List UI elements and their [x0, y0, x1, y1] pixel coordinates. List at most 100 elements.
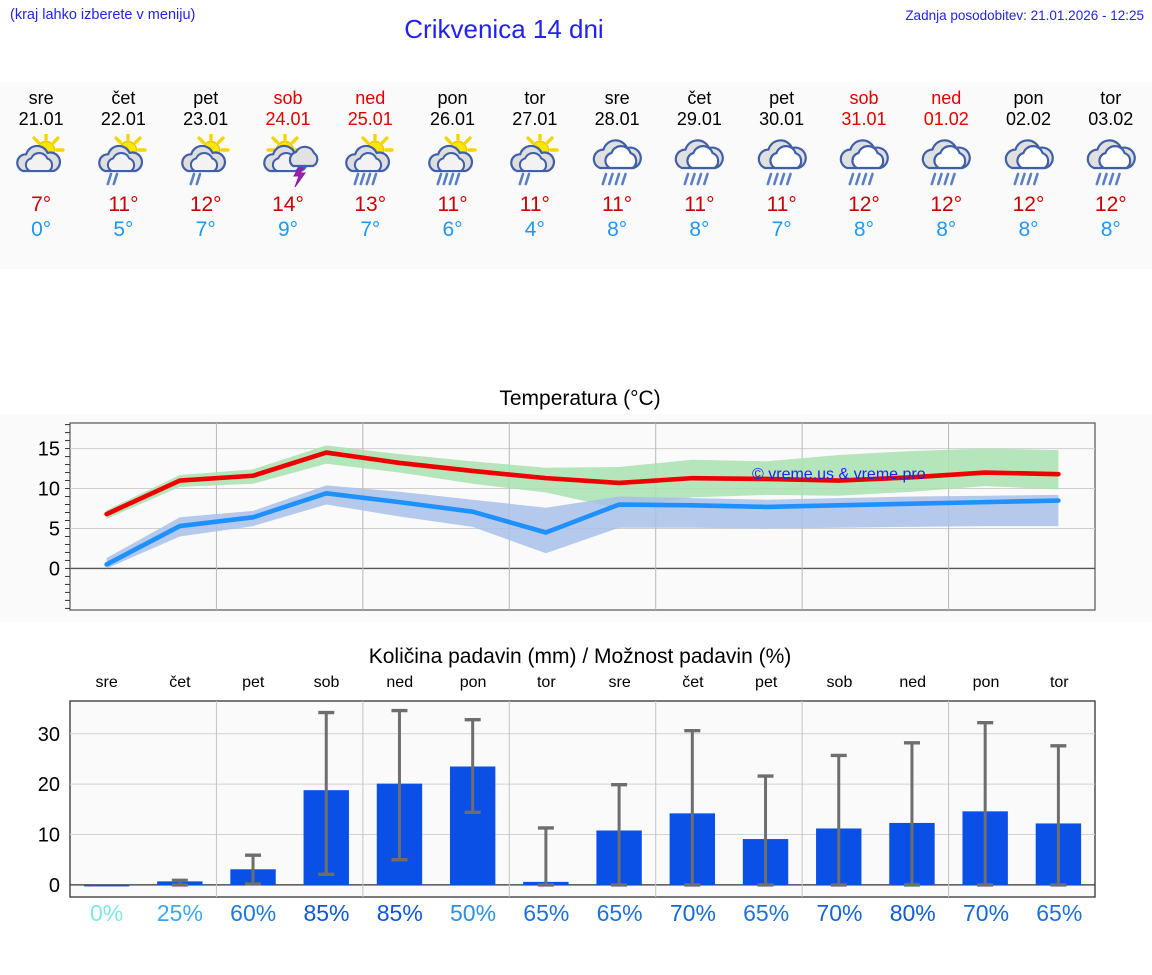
- day-min-temperature: 8°: [853, 218, 874, 241]
- day-column-03.02[interactable]: tor 03.02 12° 8°: [1070, 82, 1152, 269]
- day-name: sob: [849, 88, 879, 108]
- day-max-temperature: 13°: [354, 193, 387, 216]
- precipitation-day-label: tor: [1049, 674, 1069, 691]
- precipitation-probability-value: 25%: [156, 900, 203, 926]
- cloud-rain-icon: [839, 139, 889, 186]
- precipitation-day-label: sre: [95, 674, 118, 691]
- precipitation-day-label: pet: [755, 674, 778, 691]
- temperature-title-background: [0, 381, 1152, 414]
- precipitation-chart-title: Količina padavin (mm) / Možnost padavin …: [368, 645, 792, 668]
- day-min-temperature: 7°: [771, 218, 792, 241]
- day-name: čet: [687, 88, 712, 108]
- day-column-02.02[interactable]: pon 02.02 12° 8°: [987, 82, 1069, 269]
- day-name: tor: [524, 88, 546, 108]
- day-column-22.01[interactable]: čet 22.01 11° 5°: [82, 82, 164, 269]
- day-column-27.01[interactable]: tor 27.01 11° 4°: [494, 82, 576, 269]
- day-min-temperature: 9°: [277, 218, 299, 241]
- day-date: 26.01: [430, 109, 476, 129]
- day-column-21.01[interactable]: sre 21.01 7° 0°: [0, 82, 82, 269]
- weather-icon-wrapper: [82, 134, 164, 190]
- precipitation-bar[interactable]: [83, 884, 130, 887]
- precipitation-probability-value: 0%: [90, 900, 124, 926]
- precipitation-probability-value: 65%: [523, 900, 570, 926]
- day-date: 25.01: [347, 109, 393, 129]
- day-min-temperature: 5°: [113, 218, 134, 241]
- day-max-temperature: 11°: [602, 193, 633, 216]
- precipitation-y-tick-label: 30: [38, 724, 60, 746]
- precipitation-probability-value: 65%: [596, 900, 643, 926]
- day-column-29.01[interactable]: čet 29.01 11° 8°: [658, 82, 740, 269]
- day-max-temperature: 14°: [272, 193, 304, 216]
- sun-cloud-rain-heavy-icon: [345, 134, 394, 186]
- day-date: 01.02: [923, 109, 969, 129]
- day-min-temperature: 4°: [524, 218, 545, 241]
- day-min-temperature: 8°: [936, 218, 957, 241]
- day-name: sre: [28, 88, 54, 108]
- day-max-temperature: 11°: [108, 193, 139, 216]
- cloud-rain-icon: [1086, 139, 1136, 186]
- sun-cloud-rain-icon: [510, 134, 559, 186]
- day-min-temperature: 7°: [360, 218, 381, 241]
- precipitation-day-label: sob: [826, 674, 853, 691]
- weather-icon-wrapper: [165, 134, 247, 190]
- day-min-temperature: 7°: [195, 218, 216, 241]
- weather-icon-wrapper: [329, 134, 411, 190]
- precipitation-day-label: sre: [608, 674, 631, 691]
- precipitation-probability-row: 0% 25% 60% 85% 85% 50% 65% 65% 70% 65% 70% 80% 70% 65…: [70, 900, 1096, 934]
- day-date: 03.02: [1088, 109, 1134, 129]
- precipitation-probability-value: 85%: [303, 900, 350, 926]
- day-date: 31.01: [841, 109, 887, 129]
- precipitation-day-label: čet: [169, 674, 191, 691]
- day-date: 22.01: [100, 109, 146, 129]
- weather-icon-wrapper: [905, 134, 987, 190]
- weather-icon-wrapper: [494, 134, 576, 190]
- temperature-y-tick-label: 5: [49, 518, 60, 540]
- weather-icon-wrapper: [823, 134, 905, 190]
- day-column-31.01[interactable]: sob 31.01 12° 8°: [823, 82, 905, 269]
- day-max-temperature: 12°: [189, 193, 222, 216]
- day-column-25.01[interactable]: ned 25.01 13° 7°: [329, 82, 411, 269]
- precipitation-probability-value: 85%: [376, 900, 423, 926]
- sun-cloud-rain-icon: [180, 134, 230, 186]
- day-max-temperature: 12°: [848, 193, 880, 216]
- precipitation-probability-value: 70%: [816, 900, 863, 926]
- day-name: ned: [931, 88, 962, 108]
- menu-hint-text: (kraj lahko izberete v meniju): [10, 7, 196, 23]
- precipitation-probability-value: 65%: [1036, 900, 1083, 926]
- day-min-temperature: 8°: [1018, 218, 1039, 241]
- day-column-23.01[interactable]: pet 23.01 12° 7°: [165, 82, 247, 269]
- day-max-temperature: 7°: [31, 193, 52, 216]
- precipitation-day-label: čet: [682, 674, 704, 691]
- day-column-28.01[interactable]: sre 28.01 11° 8°: [576, 82, 658, 269]
- day-date: 28.01: [594, 109, 640, 129]
- weather-icon-wrapper: [576, 134, 658, 190]
- day-date: 23.01: [183, 109, 229, 129]
- precipitation-y-tick-label: 10: [38, 825, 60, 847]
- day-column-01.02[interactable]: ned 01.02 12° 8°: [905, 82, 987, 269]
- day-name: pon: [437, 88, 468, 108]
- daily-forecast-strip: sre 21.01 7° 0° čet 22.01 11° 5° pet 23.01 12° 7° so…: [0, 82, 1152, 269]
- day-name: sre: [604, 88, 630, 108]
- day-column-24.01[interactable]: sob 24.01 14° 9°: [247, 82, 329, 269]
- precipitation-probability-value: 80%: [889, 900, 936, 926]
- cloud-rain-icon: [1004, 139, 1054, 186]
- day-date: 24.01: [265, 109, 311, 129]
- day-name: pon: [1013, 88, 1044, 108]
- weather-icon-wrapper: [0, 134, 82, 190]
- day-min-temperature: 8°: [1100, 218, 1121, 241]
- day-date: 21.01: [18, 109, 64, 129]
- day-column-26.01[interactable]: pon 26.01 11° 6°: [411, 82, 493, 269]
- precipitation-day-label: ned: [386, 674, 414, 691]
- copyright-watermark: © vreme.us & vreme.pro: [752, 466, 926, 483]
- day-name: ned: [355, 88, 386, 108]
- day-column-30.01[interactable]: pet 30.01 11° 7°: [741, 82, 823, 269]
- temperature-y-tick-label: 0: [49, 558, 60, 580]
- day-max-temperature: 12°: [1012, 193, 1045, 216]
- precipitation-plot-area: [69, 700, 1096, 898]
- precipitation-day-label: pet: [242, 674, 265, 691]
- precipitation-y-tick-label: 20: [38, 774, 60, 796]
- cloud-rain-icon: [757, 139, 807, 186]
- day-max-temperature: 12°: [930, 193, 963, 216]
- precipitation-probability-value: 65%: [743, 900, 790, 926]
